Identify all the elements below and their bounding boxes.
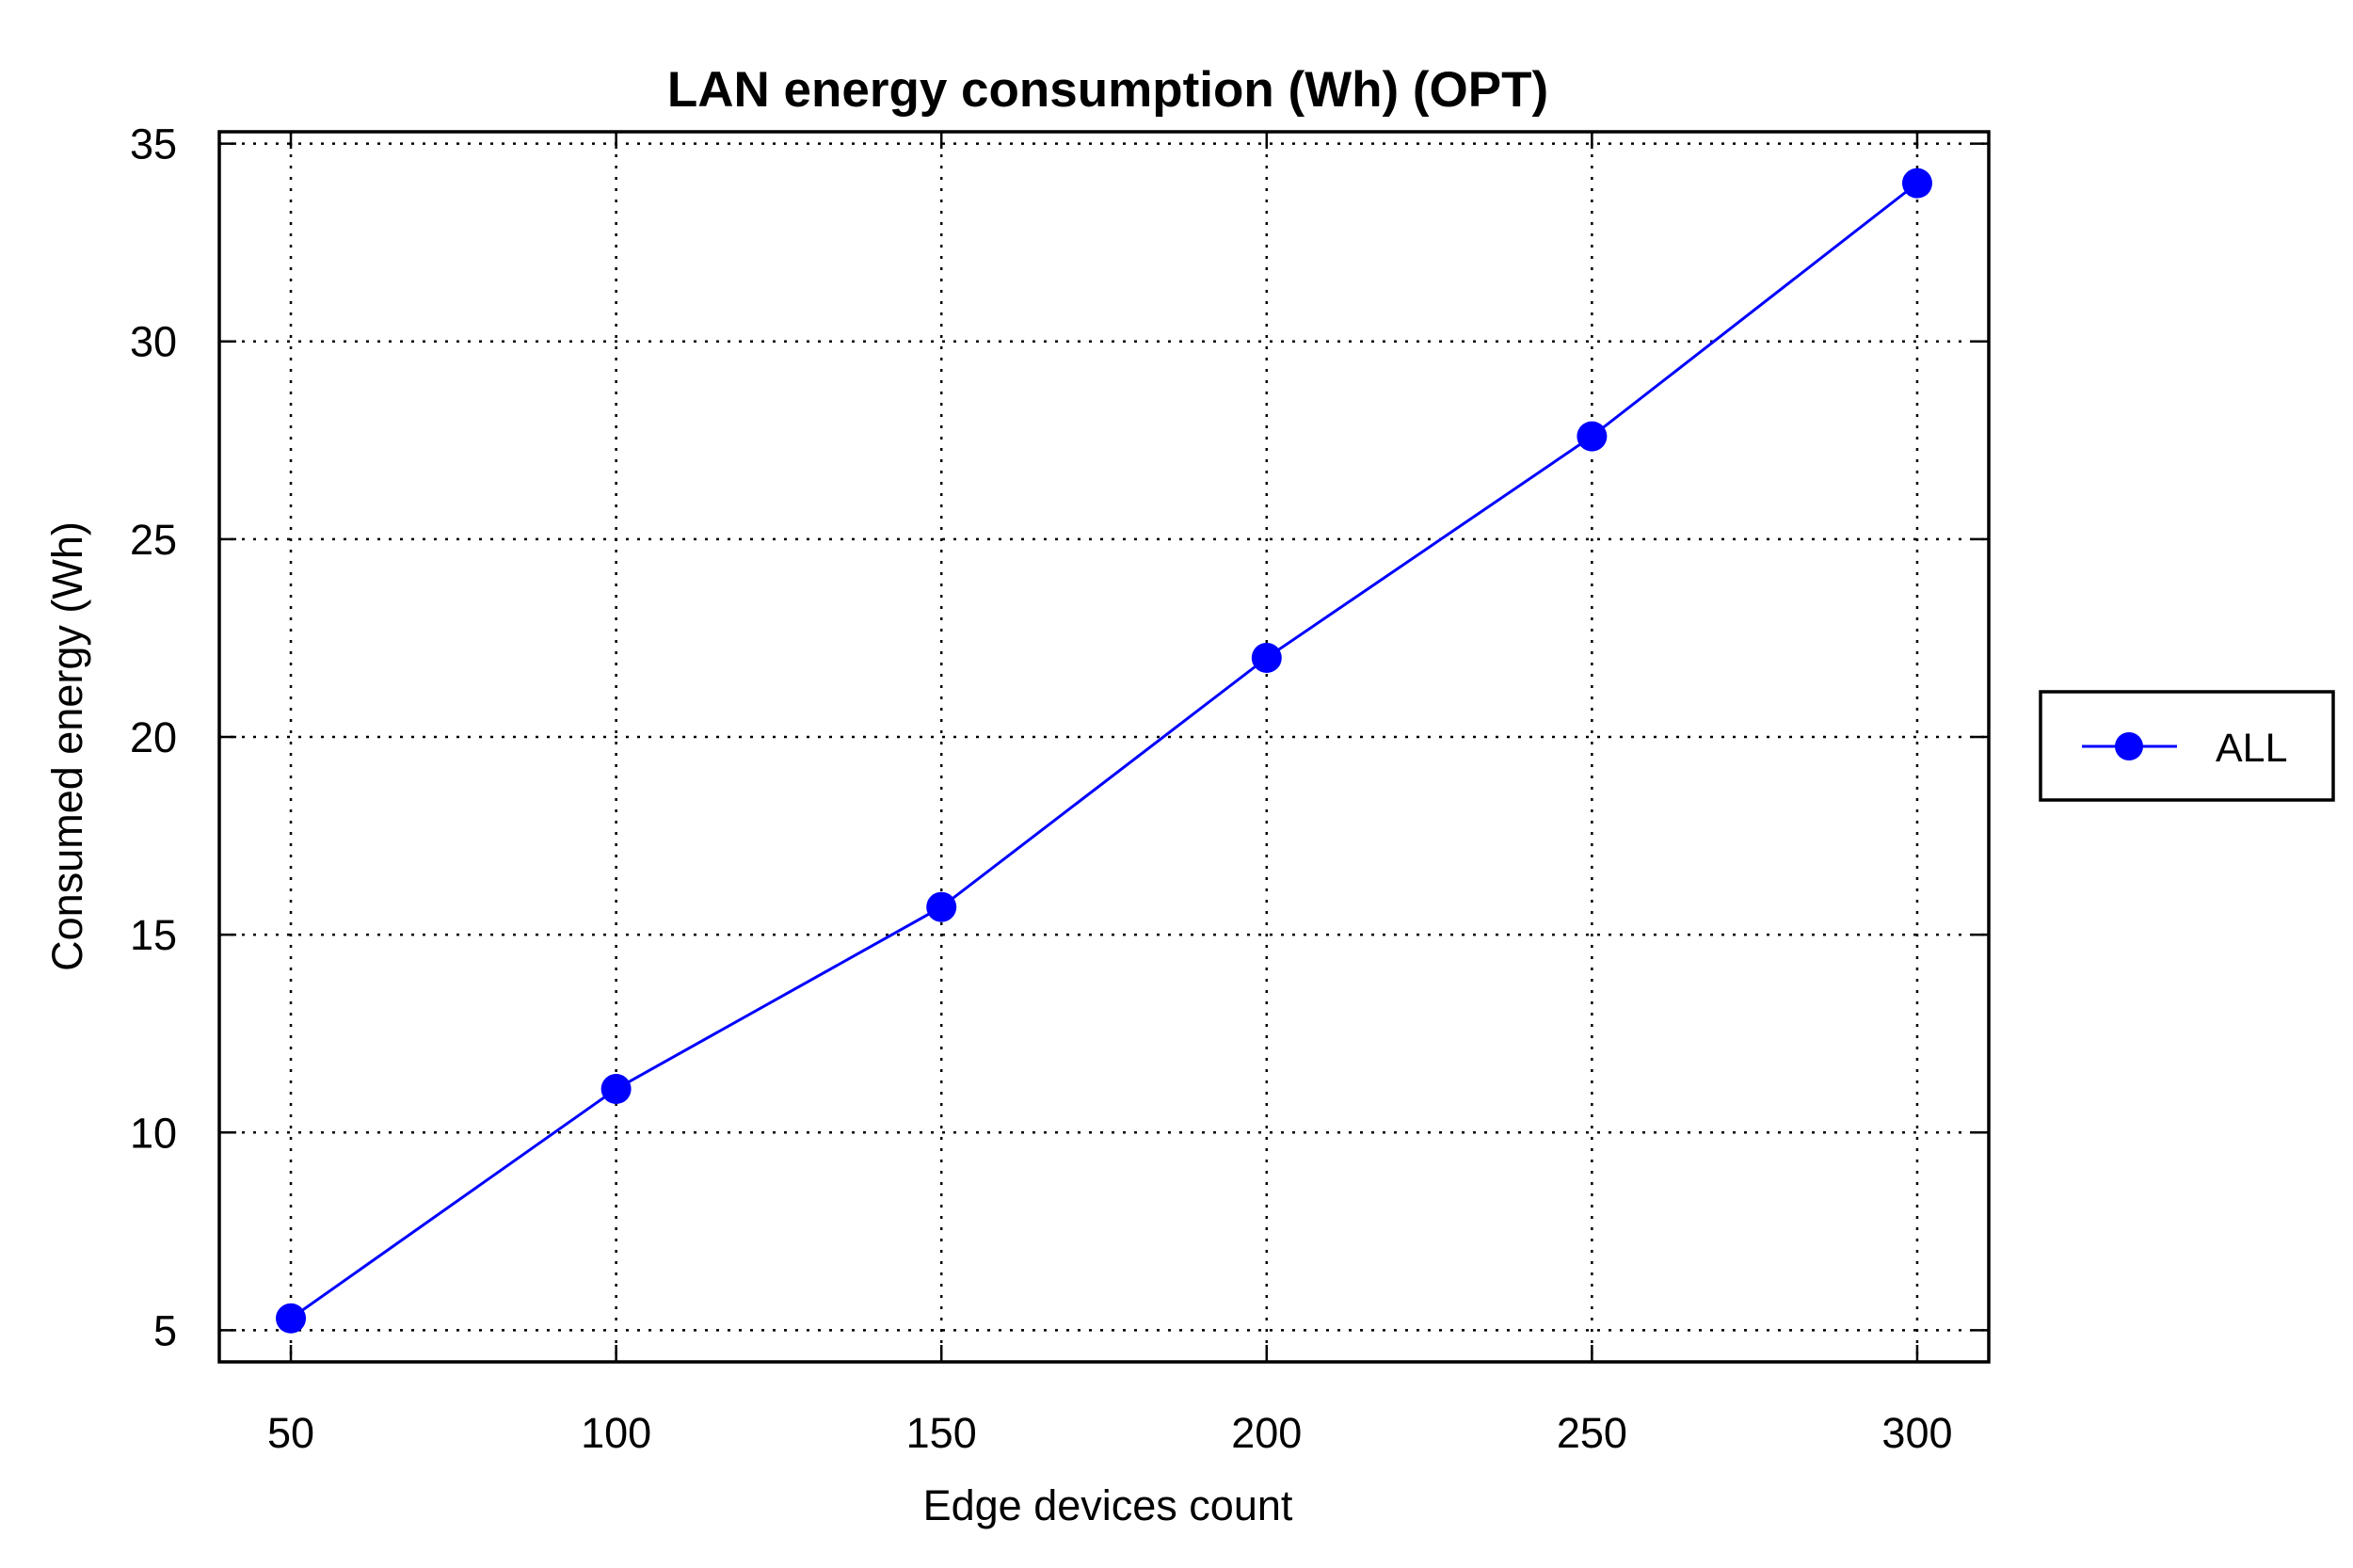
legend: ALL: [2039, 690, 2335, 802]
series-line-0: [290, 182, 1918, 1320]
y-tick-label-30: 30: [130, 318, 177, 366]
y-tick-label-10: 10: [130, 1109, 177, 1157]
grid-lines: [219, 132, 1989, 1362]
chart-title: LAN energy consumption (Wh) (OPT): [667, 62, 1548, 118]
data-point-0-3: [1251, 642, 1282, 673]
data-point-0-5: [1901, 168, 1932, 199]
x-tick-label-250: 250: [1557, 1409, 1627, 1457]
plot-area-border: [217, 130, 1991, 1364]
legend-label-all: ALL: [2216, 726, 2288, 771]
y-tick-label-35: 35: [130, 120, 177, 168]
tick-labels: 50 100 150 200 250 300 5 10 15 20 25 30 35: [130, 120, 1953, 1457]
data-point-0-1: [600, 1074, 632, 1105]
x-tick-label-100: 100: [581, 1409, 651, 1457]
y-tick-label-15: 15: [130, 911, 177, 959]
data-point-0-2: [926, 891, 957, 922]
y-tick-label-20: 20: [130, 713, 177, 761]
series-layer: [276, 168, 1932, 1334]
data-point-0-4: [1577, 421, 1608, 452]
y-tick-label-5: 5: [153, 1306, 177, 1354]
x-axis-label: Edge devices count: [923, 1481, 1293, 1529]
legend-marker-all: [2115, 732, 2143, 760]
data-point-0-0: [276, 1303, 307, 1334]
x-tick-label-200: 200: [1231, 1409, 1302, 1457]
x-tick-label-150: 150: [906, 1409, 977, 1457]
y-axis-label: Consumed energy (Wh): [43, 521, 91, 971]
y-tick-label-25: 25: [130, 516, 177, 564]
x-tick-label-300: 300: [1881, 1409, 1952, 1457]
axis-ticks: [219, 132, 1989, 1362]
x-tick-label-50: 50: [267, 1409, 314, 1457]
